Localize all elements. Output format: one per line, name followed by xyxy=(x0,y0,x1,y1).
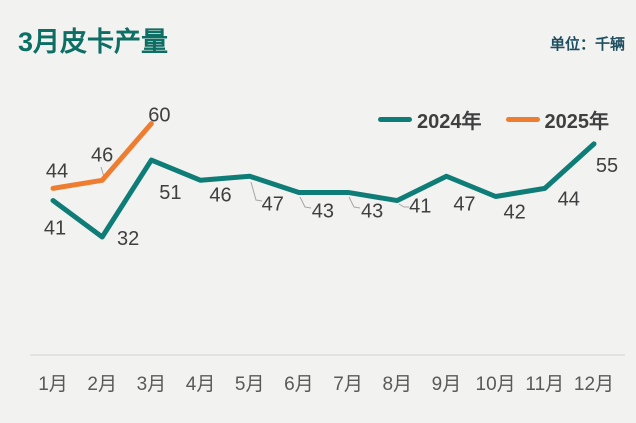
data-label: 46 xyxy=(209,184,231,206)
x-axis-label: 2月 xyxy=(87,374,117,395)
data-label: 51 xyxy=(159,182,181,204)
series-line-2025年 xyxy=(50,121,154,191)
legend-label: 2024年 xyxy=(417,111,482,133)
legend-line-swatch xyxy=(378,117,412,122)
x-axis-label: 1月 xyxy=(38,374,68,395)
data-label: 43 xyxy=(361,200,383,222)
data-label: 44 xyxy=(558,188,580,210)
data-label: 32 xyxy=(117,228,139,250)
unit-label: 单位：千辆 xyxy=(549,36,625,53)
data-label: 46 xyxy=(91,144,113,166)
label-leader-line xyxy=(299,196,312,209)
series-line-2024年 xyxy=(50,141,597,240)
x-axis-label: 10月 xyxy=(476,374,516,395)
data-label: 43 xyxy=(312,200,334,222)
x-axis-label: 11月 xyxy=(525,374,564,395)
x-axis-label: 4月 xyxy=(186,374,216,395)
data-label: 44 xyxy=(46,160,68,182)
x-axis-label: 5月 xyxy=(235,374,265,395)
legend-item: 2024年 xyxy=(378,105,482,134)
x-axis-label: 3月 xyxy=(137,374,167,395)
label-leader-line xyxy=(398,203,409,208)
x-axis-label: 9月 xyxy=(432,374,462,395)
data-label: 42 xyxy=(503,202,525,224)
x-axis-label: 7月 xyxy=(333,374,363,395)
chart-title: 3月皮卡产量 xyxy=(18,27,169,57)
data-label: 47 xyxy=(453,193,475,215)
label-leader-line xyxy=(250,181,263,202)
chart-legend: 2024年 2025年 xyxy=(378,105,609,134)
data-label: 41 xyxy=(44,218,66,240)
data-label: 55 xyxy=(596,155,618,177)
legend-label: 2025年 xyxy=(544,111,610,133)
data-label: 60 xyxy=(148,105,170,127)
legend-line-swatch xyxy=(505,117,540,122)
label-leader-line xyxy=(348,196,361,209)
data-label: 41 xyxy=(409,196,431,218)
x-axis-label: 8月 xyxy=(382,374,412,395)
x-axis-label: 12月 xyxy=(574,374,614,395)
x-axis-label: 6月 xyxy=(284,374,314,395)
data-label: 47 xyxy=(262,193,284,215)
legend-item: 2025年 xyxy=(505,105,610,134)
